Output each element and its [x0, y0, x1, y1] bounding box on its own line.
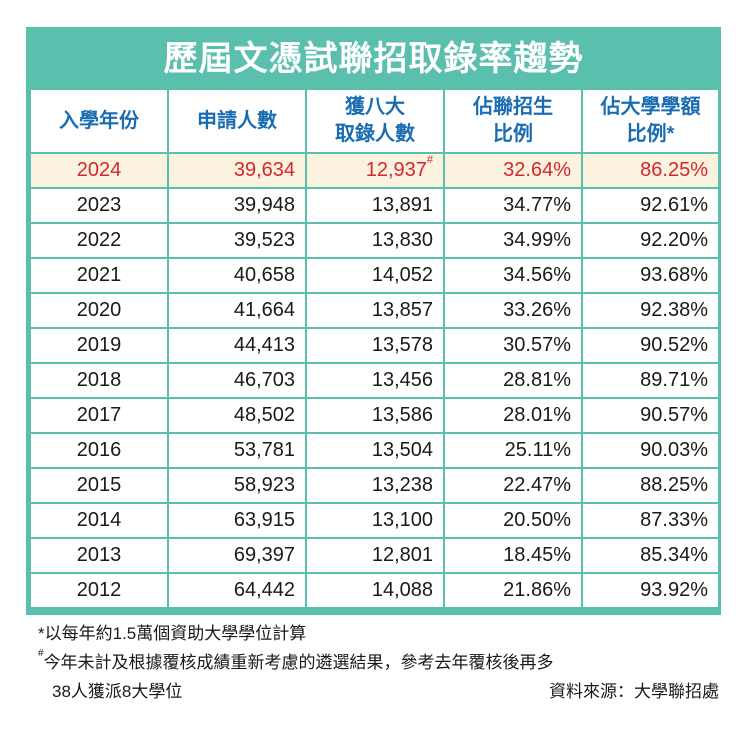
cell-year: 2023 — [29, 187, 169, 224]
cell-year: 2021 — [29, 257, 169, 294]
cell-year: 2015 — [29, 467, 169, 504]
cell-share-places: 89.71% — [581, 362, 720, 399]
cell-share-places: 87.33% — [581, 502, 720, 539]
cell-year: 2024 — [29, 152, 169, 189]
cell-admitted: 12,801 — [305, 537, 445, 574]
cell-share-places: 90.03% — [581, 432, 720, 469]
cell-share-jupas: 28.81% — [443, 362, 583, 399]
cell-applicants: 46,703 — [167, 362, 307, 399]
cell-admitted: 14,052 — [305, 257, 445, 294]
footnote-hash-continued: 38人獲派8大學位 — [52, 682, 183, 701]
cell-applicants: 64,442 — [167, 572, 307, 609]
cell-share-places: 92.61% — [581, 187, 720, 224]
cell-year: 2018 — [29, 362, 169, 399]
cell-applicants: 39,634 — [167, 152, 307, 189]
cell-admitted: 13,100 — [305, 502, 445, 539]
cell-admitted: 13,504 — [305, 432, 445, 469]
cell-year: 2022 — [29, 222, 169, 259]
cell-share-places: 93.92% — [581, 572, 720, 609]
data-source: 資料來源：大學聯招處 — [549, 682, 719, 701]
cell-admitted: 14,088 — [305, 572, 445, 609]
cell-admitted: 13,586 — [305, 397, 445, 434]
table-row: 2014 63,915 13,100 20.50% 87.33% — [29, 502, 720, 539]
cell-share-jupas: 21.86% — [443, 572, 583, 609]
table-title: 歷屆文憑試聯招取錄率趨勢 — [29, 30, 718, 88]
cell-year: 2020 — [29, 292, 169, 329]
cell-share-jupas: 33.26% — [443, 292, 583, 329]
cell-share-places: 93.68% — [581, 257, 720, 294]
cell-share-jupas: 34.56% — [443, 257, 583, 294]
admission-table: 入學年份 申請人數 獲八大 取錄人數 佔聯招生 比例 佔大學學額 比例* 2024 39… — [29, 88, 720, 609]
cell-admitted: 12,937# — [305, 152, 445, 189]
cell-applicants: 48,502 — [167, 397, 307, 434]
cell-share-jupas: 25.11% — [443, 432, 583, 469]
table-row: 2022 39,523 13,830 34.99% 92.20% — [29, 222, 720, 259]
cell-share-jupas: 22.47% — [443, 467, 583, 504]
cell-share-places: 85.34% — [581, 537, 720, 574]
table-row: 2021 40,658 14,052 34.56% 93.68% — [29, 257, 720, 294]
col-header-applicants: 申請人數 — [167, 88, 307, 154]
table-row: 2013 69,397 12,801 18.45% 85.34% — [29, 537, 720, 574]
cell-applicants: 40,658 — [167, 257, 307, 294]
col-header-share-places: 佔大學學額 比例* — [581, 88, 720, 154]
table-row: 2019 44,413 13,578 30.57% 90.52% — [29, 327, 720, 364]
cell-applicants: 63,915 — [167, 502, 307, 539]
table-frame: 歷屆文憑試聯招取錄率趨勢 入學年份 申請人數 獲八大 取錄人數 佔聯招生 比例 — [26, 27, 721, 615]
table-row: 2024 39,634 12,937# 32.64% 86.25% — [29, 152, 720, 189]
table-row: 2023 39,948 13,891 34.77% 92.61% — [29, 187, 720, 224]
header-row: 入學年份 申請人數 獲八大 取錄人數 佔聯招生 比例 佔大學學額 比例* — [29, 88, 720, 154]
cell-year: 2013 — [29, 537, 169, 574]
footnote-star: *以每年約1.5萬個資助大學學位計算 — [38, 624, 307, 643]
footnote-hash: #今年未計及根據覆核成績重新考慮的遴選結果，參考去年覆核後再多 — [38, 648, 554, 672]
cell-admitted: 13,456 — [305, 362, 445, 399]
cell-year: 2012 — [29, 572, 169, 609]
cell-share-jupas: 28.01% — [443, 397, 583, 434]
cell-applicants: 58,923 — [167, 467, 307, 504]
table-row: 2020 41,664 13,857 33.26% 92.38% — [29, 292, 720, 329]
cell-applicants: 69,397 — [167, 537, 307, 574]
cell-share-places: 92.38% — [581, 292, 720, 329]
cell-share-places: 86.25% — [581, 152, 720, 189]
cell-admitted: 13,578 — [305, 327, 445, 364]
cell-share-jupas: 32.64% — [443, 152, 583, 189]
cell-share-places: 88.25% — [581, 467, 720, 504]
cell-applicants: 39,948 — [167, 187, 307, 224]
hash-mark: # — [38, 648, 44, 659]
cell-year: 2016 — [29, 432, 169, 469]
cell-share-places: 90.52% — [581, 327, 720, 364]
cell-share-jupas: 34.77% — [443, 187, 583, 224]
cell-share-jupas: 20.50% — [443, 502, 583, 539]
table-row: 2016 53,781 13,504 25.11% 90.03% — [29, 432, 720, 469]
cell-applicants: 44,413 — [167, 327, 307, 364]
cell-year: 2017 — [29, 397, 169, 434]
cell-applicants: 53,781 — [167, 432, 307, 469]
cell-admitted: 13,830 — [305, 222, 445, 259]
cell-year: 2014 — [29, 502, 169, 539]
cell-applicants: 39,523 — [167, 222, 307, 259]
cell-share-jupas: 34.99% — [443, 222, 583, 259]
cell-share-places: 90.57% — [581, 397, 720, 434]
cell-year: 2019 — [29, 327, 169, 364]
table-row: 2017 48,502 13,586 28.01% 90.57% — [29, 397, 720, 434]
cell-share-places: 92.20% — [581, 222, 720, 259]
cell-share-jupas: 18.45% — [443, 537, 583, 574]
hash-mark: # — [426, 154, 433, 166]
cell-admitted: 13,238 — [305, 467, 445, 504]
col-header-admitted: 獲八大 取錄人數 — [305, 88, 445, 154]
table-row: 2018 46,703 13,456 28.81% 89.71% — [29, 362, 720, 399]
table-row: 2015 58,923 13,238 22.47% 88.25% — [29, 467, 720, 504]
col-header-share-jupas: 佔聯招生 比例 — [443, 88, 583, 154]
col-header-year: 入學年份 — [29, 88, 169, 154]
cell-share-jupas: 30.57% — [443, 327, 583, 364]
table-row: 2012 64,442 14,088 21.86% 93.92% — [29, 572, 720, 609]
cell-admitted: 13,891 — [305, 187, 445, 224]
cell-admitted: 13,857 — [305, 292, 445, 329]
cell-applicants: 41,664 — [167, 292, 307, 329]
